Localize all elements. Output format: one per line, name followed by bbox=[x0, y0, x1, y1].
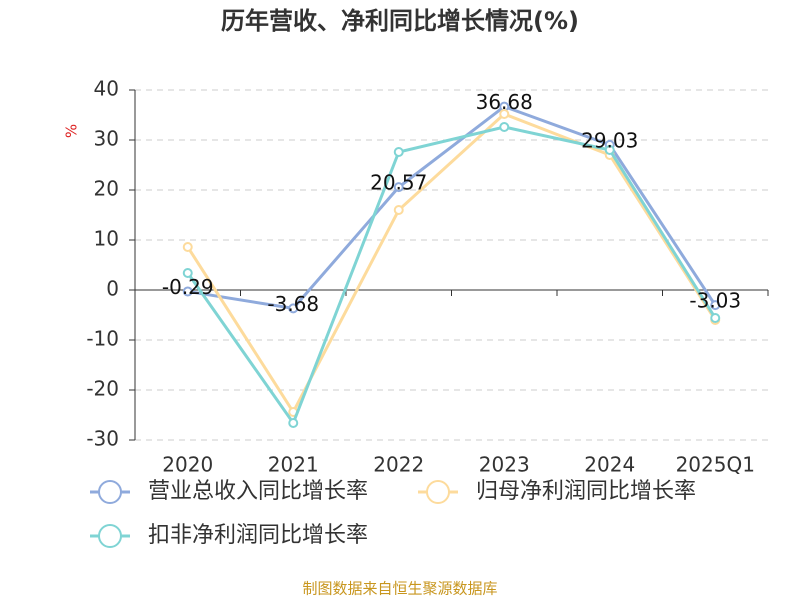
point bbox=[182, 242, 193, 252]
x-tick-label: 2025Q1 bbox=[676, 453, 755, 477]
point bbox=[393, 182, 404, 193]
x-tick-label: 2021 bbox=[268, 453, 319, 477]
series-line bbox=[186, 125, 717, 427]
data-label: -0.29 bbox=[162, 275, 214, 299]
legend-label: 营业总收入同比增长率 bbox=[148, 479, 368, 504]
x-tick-label: 2024 bbox=[584, 453, 635, 477]
data-label: -3.68 bbox=[267, 292, 319, 316]
legend-label: 扣非净利润同比增长率 bbox=[148, 523, 368, 548]
point bbox=[499, 122, 510, 132]
point bbox=[393, 147, 404, 157]
y-tick-label: 0 bbox=[106, 277, 119, 301]
series-line bbox=[186, 112, 717, 415]
chart-title: 历年营收、净利同比增长情况(%) bbox=[221, 7, 579, 35]
legend-marker bbox=[426, 480, 450, 504]
point bbox=[604, 145, 615, 155]
legend-label: 归母净利润同比增长率 bbox=[476, 479, 696, 504]
y-tick-label: -20 bbox=[86, 377, 119, 401]
y-tick-label: -10 bbox=[86, 327, 119, 351]
y-tick-label: 30 bbox=[94, 127, 119, 151]
point bbox=[710, 300, 721, 311]
data-label: 20.57 bbox=[370, 171, 427, 195]
point bbox=[710, 313, 721, 323]
point bbox=[182, 268, 193, 278]
y-axis-label: % bbox=[63, 124, 81, 138]
x-tick-label: 2020 bbox=[162, 453, 213, 477]
y-tick-label: 40 bbox=[94, 77, 119, 101]
point bbox=[288, 303, 299, 314]
data-label: -3.03 bbox=[689, 289, 741, 313]
x-tick-label: 2022 bbox=[373, 453, 424, 477]
point bbox=[288, 418, 299, 428]
point bbox=[182, 286, 193, 297]
series-line bbox=[187, 104, 717, 311]
legend-marker bbox=[98, 480, 122, 504]
y-tick-label: -30 bbox=[86, 427, 119, 451]
data-label: 29.03 bbox=[581, 128, 638, 152]
y-tick-label: 20 bbox=[94, 177, 119, 201]
x-tick-label: 2023 bbox=[479, 453, 530, 477]
source-note: 制图数据来自恒生聚源数据库 bbox=[302, 580, 497, 598]
legend-marker bbox=[98, 524, 122, 548]
point bbox=[499, 109, 510, 119]
data-label: 36.68 bbox=[476, 90, 533, 114]
y-tick-label: 10 bbox=[94, 227, 119, 251]
point bbox=[393, 205, 404, 215]
